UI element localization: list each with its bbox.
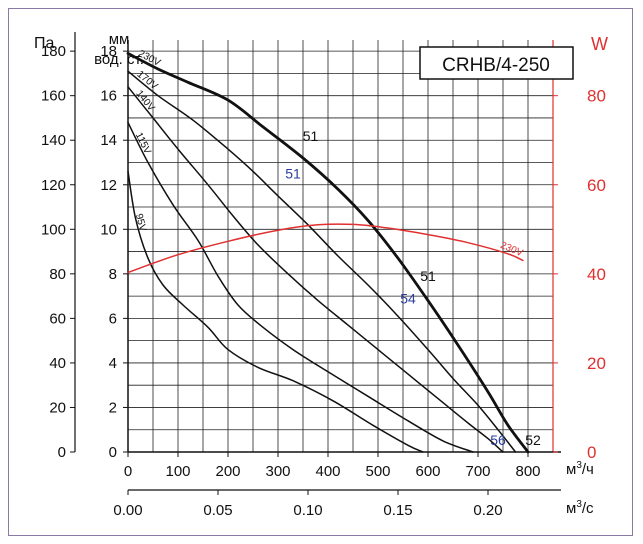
pressure-curve-series [126,52,530,454]
x-bottom-unit-rest: /с [582,500,594,517]
power-curve-series [127,223,524,274]
x-top-tick-label: 100 [165,463,190,480]
pressure-curve-series [127,70,517,453]
right-y-tick-label: 80 [587,87,606,106]
inner-y-axis-label-line1: мм [109,31,130,48]
x-top-tick-label: 300 [265,463,290,480]
x-top-tick-label: 800 [515,463,540,480]
outer-y-tick-label: 0 [58,444,66,461]
curve-annotation: 51 [285,166,301,182]
outer-y-tick-label: 120 [41,177,66,194]
right-y-axis-label: W [591,34,608,54]
inner-y-axis-label-line2: вод. ст. [94,51,144,68]
curve-annotation: 52 [525,432,541,448]
outer-y-tick-label: 100 [41,221,66,238]
right-y-tick-label: 40 [587,265,606,284]
inner-y-tick-label: 14 [100,132,117,149]
curve-name-label: 95V [133,213,148,233]
outer-y-tick-label: 140 [41,132,66,149]
pressure-curve-series [127,86,504,453]
grid [128,40,554,452]
inner-y-tick-label: 12 [100,177,117,194]
inner-y-tick-label: 0 [109,444,117,461]
tick-labels: 0204060801001201401601800246810121416180… [41,43,606,519]
x-bottom-tick-label: 0.05 [203,502,232,519]
axes [74,32,561,491]
curves [126,52,530,454]
right-y-tick-label: 20 [587,354,606,373]
x-top-tick-label: 200 [215,463,240,480]
x-bottom-tick-label: 0.15 [383,502,412,519]
outer-y-tick-label: 40 [49,355,66,372]
outer-y-tick-label: 20 [49,399,66,416]
curve-annotation: 54 [400,290,416,306]
x-top-tick-label: 0 [124,463,132,480]
title-box [419,46,574,80]
x-top-unit-base: м [566,461,576,478]
x-bottom-tick-label: 0.10 [293,502,322,519]
inner-y-tick-label: 6 [109,310,117,327]
x-bottom-tick-label: 0.00 [113,502,142,519]
chart-title: CRHB/4-250 [442,55,550,76]
curve-annotation: 51 [303,128,319,144]
x-top-tick-label: 700 [465,463,490,480]
inner-y-tick-label: 18 [100,43,117,60]
x-top-tick-label: 500 [365,463,390,480]
x-bottom-unit-exp: 3 [576,499,582,510]
inner-y-tick-label: 4 [109,355,117,372]
curve-annotation: 56 [490,432,506,448]
pressure-curve-series [127,170,424,453]
x-top-tick-label: 600 [415,463,440,480]
curve-name-label: 115V [133,131,153,156]
outer-y-tick-label: 180 [41,43,66,60]
curve-name-label: 230V [499,240,525,259]
x-top-unit-exp: 3 [576,460,582,471]
outer-y-tick-label: 60 [49,310,66,327]
right-y-tick-label: 0 [587,443,596,462]
outer-y-axis-label: Па [34,35,55,52]
outer-y-tick-label: 160 [41,88,66,105]
inner-y-tick-label: 2 [109,399,117,416]
x-bottom-unit-base: м [566,500,576,517]
outer-y-tick-label: 80 [49,266,66,283]
x-axis-top-unit: м3/ч [566,460,594,478]
right-y-tick-label: 60 [587,176,606,195]
x-axis-bottom-unit: м3/с [566,499,594,517]
inner-y-tick-label: 8 [109,266,117,283]
curve-annotation: 51 [420,268,436,284]
pressure-curve-series [127,121,474,453]
x-top-unit-rest: /ч [582,461,594,478]
inner-y-tick-label: 10 [100,221,117,238]
x-bottom-tick-label: 0.20 [473,502,502,519]
x-top-tick-label: 400 [315,463,340,480]
inner-y-tick-label: 16 [100,88,117,105]
